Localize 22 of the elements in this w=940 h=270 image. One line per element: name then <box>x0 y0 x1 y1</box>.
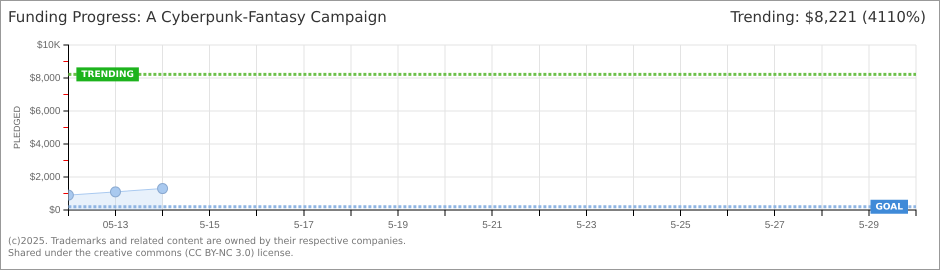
x-tick-label: 5-25 <box>670 220 691 231</box>
y-tick-label: $6,000 <box>30 106 61 117</box>
y-tick-label: $10K <box>37 40 61 51</box>
x-tick-label: 5-17 <box>294 220 314 231</box>
ref-line-label: GOAL <box>876 202 904 213</box>
y-tick-label: $0 <box>49 204 61 216</box>
ref-line-label: TRENDING <box>81 70 134 80</box>
x-tick-label: 5-19 <box>388 220 408 231</box>
text: Shared under the creative commons (CC BY-NC 3.0) license. <box>8 248 295 260</box>
text: (c)2025. Trademarks and related content are owned by their respective companies. <box>8 236 406 248</box>
x-tick-label: 5-27 <box>764 220 786 231</box>
chart-subtitle: Trending: $8,221 (4110%) <box>730 8 926 26</box>
y-tick-label: $8,000 <box>30 72 61 84</box>
y-axis-title: PLEDGED <box>12 105 22 150</box>
y-tick-label: $2,000 <box>30 172 61 183</box>
x-tick-label: 5-29 <box>858 220 880 231</box>
chart-title: Funding Progress: A Cyberpunk-Fantasy Campaign <box>8 8 387 26</box>
x-tick-label: 5-21 <box>482 220 503 231</box>
x-tick-label: 5-23 <box>576 220 597 231</box>
y-tick-label: $4,000 <box>30 138 61 150</box>
x-tick-label: 05-13 <box>102 220 129 231</box>
x-tick-label: 5-15 <box>200 220 220 231</box>
